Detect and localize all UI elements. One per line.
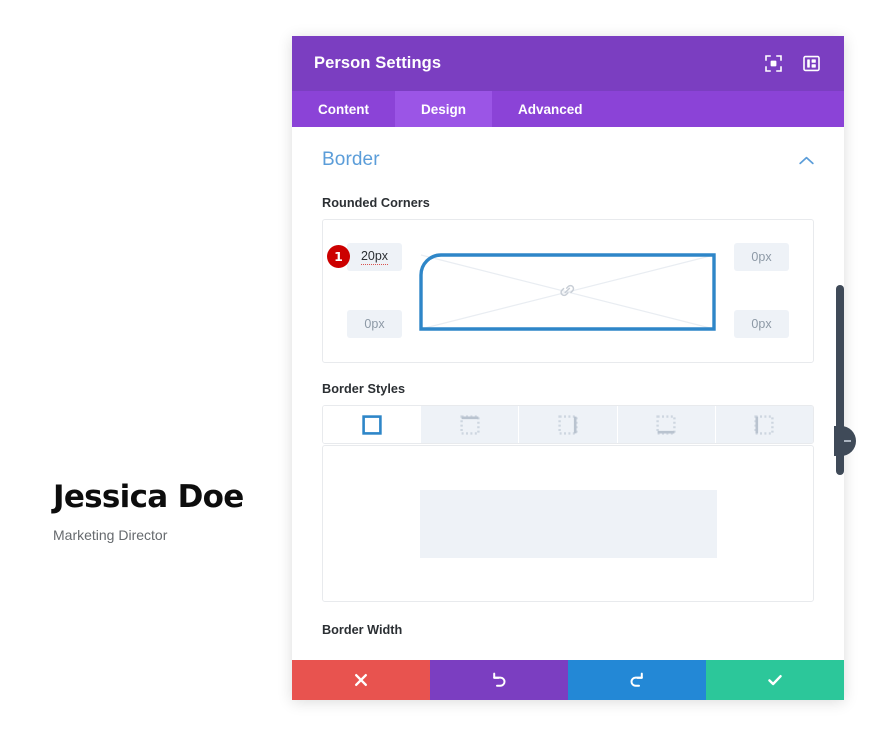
border-style-top-button[interactable]	[421, 406, 520, 443]
corner-radius-top-right-value: 0px	[751, 250, 772, 264]
redo-icon	[630, 672, 643, 687]
border-style-bottom-button[interactable]	[617, 406, 716, 443]
layout-panel-icon[interactable]	[798, 51, 824, 77]
undo-icon	[493, 672, 506, 687]
border-all-icon	[361, 414, 382, 435]
modal-scrollbar-track[interactable]	[836, 285, 844, 475]
corner-radius-bottom-left-value: 0px	[364, 317, 385, 331]
border-style-right-button[interactable]	[519, 406, 618, 443]
tab-content[interactable]: Content	[318, 101, 369, 117]
corner-radius-bottom-right-input[interactable]: 0px	[734, 310, 789, 338]
undo-button[interactable]	[430, 660, 568, 700]
tab-design[interactable]: Design	[395, 91, 493, 127]
chevron-up-icon[interactable]	[799, 156, 814, 165]
modal-titlebar: Person Settings	[292, 36, 844, 91]
border-section-title: Border	[322, 149, 380, 170]
modal-title: Person Settings	[314, 54, 442, 72]
step-badge-1: 1	[327, 245, 350, 268]
border-style-all-button[interactable]	[323, 406, 422, 443]
border-left-icon	[754, 414, 775, 435]
corner-radius-top-left-input[interactable]: 20px	[347, 243, 402, 271]
border-bottom-icon	[656, 414, 676, 435]
person-settings-modal: Person Settings Content Design Advanced …	[292, 36, 844, 700]
check-icon	[768, 675, 782, 686]
border-styles-selector	[322, 405, 814, 444]
border-right-icon	[558, 414, 578, 435]
rounded-corners-label: Rounded Corners	[322, 196, 430, 210]
close-icon	[355, 674, 367, 686]
corner-radius-preview[interactable]	[419, 253, 716, 331]
modal-tab-bar: Content Design Advanced	[292, 91, 844, 127]
modal-footer	[292, 660, 844, 700]
scrollbar-handle-dash	[844, 440, 851, 442]
border-top-icon	[460, 414, 480, 435]
person-role: Marketing Director	[53, 526, 168, 543]
border-styles-label: Border Styles	[322, 382, 406, 396]
person-card: Jessica Doe Marketing Director	[53, 479, 283, 543]
redo-button[interactable]	[568, 660, 706, 700]
focus-target-icon[interactable]	[760, 51, 786, 77]
border-preview-swatch	[419, 489, 717, 558]
corner-radius-bottom-left-input[interactable]: 0px	[347, 310, 402, 338]
rounded-corners-control: 1 20px 0px 0px 0px	[322, 219, 814, 363]
modal-body: Border Rounded Corners 1 20px 0px 0px 0p…	[292, 127, 844, 660]
border-preview-box	[322, 445, 814, 602]
border-section-header[interactable]: Border	[322, 127, 814, 177]
border-width-label: Border Width	[322, 623, 403, 637]
person-name: Jessica Doe	[53, 479, 244, 515]
tab-advanced[interactable]: Advanced	[518, 101, 583, 117]
border-style-left-button[interactable]	[715, 406, 813, 443]
corner-radius-bottom-right-value: 0px	[751, 317, 772, 331]
corner-radius-top-right-input[interactable]: 0px	[734, 243, 789, 271]
save-button[interactable]	[706, 660, 844, 700]
corner-radius-top-left-value: 20px	[360, 249, 389, 265]
modal-scrollbar-handle[interactable]	[834, 426, 856, 456]
cancel-button[interactable]	[292, 660, 430, 700]
link-icon	[560, 284, 575, 297]
